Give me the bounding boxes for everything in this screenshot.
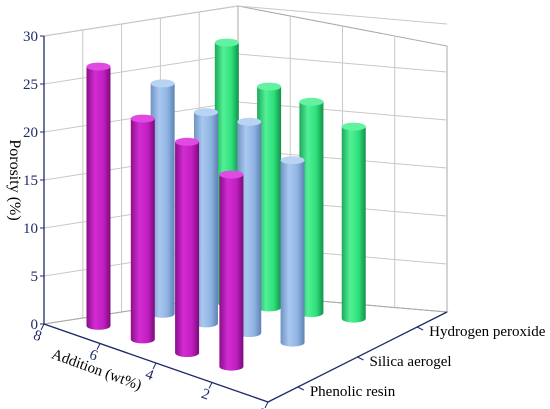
bar-body bbox=[219, 174, 244, 371]
bar-body bbox=[299, 101, 324, 317]
bar-silica-aerogel bbox=[150, 79, 175, 318]
grid-line-y bbox=[43, 53, 239, 85]
x-tick-mark bbox=[96, 343, 101, 350]
bar-top bbox=[219, 170, 244, 179]
z-category-label: Silica aerogel bbox=[370, 354, 452, 370]
x-tick-label: 0 bbox=[255, 405, 268, 409]
bar-top bbox=[341, 122, 366, 131]
z-ticks: Phenolic resin Silica aerogel Hydrogen per… bbox=[297, 324, 546, 400]
bar-phenolic-resin bbox=[219, 170, 244, 371]
bar-top bbox=[193, 108, 218, 117]
bar-top bbox=[86, 62, 111, 71]
bar-body bbox=[150, 83, 175, 318]
y-tick-label: 25 bbox=[23, 77, 38, 93]
bar-top bbox=[150, 79, 175, 88]
z-category-label: Hydrogen peroxide bbox=[429, 324, 546, 340]
y-tick-label: 30 bbox=[23, 29, 38, 45]
z-tick-mark bbox=[357, 356, 364, 361]
grid-line-y bbox=[43, 5, 239, 37]
x-tick-label: 2 bbox=[199, 386, 212, 404]
bar-phenolic-resin bbox=[175, 137, 200, 357]
x-tick-mark bbox=[152, 362, 157, 370]
y-tick-label: 15 bbox=[23, 173, 38, 189]
x-tick-label: 4 bbox=[143, 366, 156, 384]
bar-top bbox=[214, 38, 239, 47]
z-category-label: Phenolic resin bbox=[310, 384, 396, 400]
bar-top bbox=[257, 82, 282, 91]
bar-hydrogen-peroxide bbox=[257, 82, 282, 312]
bar-body bbox=[130, 118, 155, 344]
x-tick-mark bbox=[208, 382, 213, 389]
bar-hydrogen-peroxide bbox=[299, 97, 324, 317]
bar-silica-aerogel bbox=[280, 156, 305, 347]
bar-body bbox=[341, 126, 366, 323]
x-tick-mark bbox=[264, 401, 269, 409]
bar-top bbox=[280, 156, 305, 165]
y-axis-label: Porosity (%) bbox=[6, 139, 23, 220]
bar-body bbox=[280, 160, 305, 347]
y-ticks: 0 5 10 15 20 25 30 bbox=[23, 29, 44, 333]
bar-top bbox=[299, 97, 324, 106]
y-tick-label: 5 bbox=[31, 269, 39, 285]
x-tick-mark bbox=[40, 323, 45, 331]
bar-top bbox=[130, 114, 155, 123]
bar-top bbox=[175, 137, 200, 146]
bar-phenolic-resin bbox=[130, 114, 155, 344]
bar-silica-aerogel bbox=[193, 108, 218, 328]
z-tick-mark bbox=[416, 326, 424, 331]
bar-phenolic-resin bbox=[86, 62, 111, 330]
bar-body bbox=[86, 66, 111, 330]
bars bbox=[86, 38, 366, 371]
z-tick-mark bbox=[297, 386, 305, 391]
y-tick-label: 10 bbox=[23, 221, 38, 237]
bar-top bbox=[237, 117, 262, 126]
bar-body bbox=[193, 112, 218, 328]
bar-body bbox=[257, 86, 282, 312]
y-tick-label: 20 bbox=[23, 125, 38, 141]
bar-body bbox=[175, 141, 200, 357]
grid-line-y bbox=[237, 5, 448, 25]
bar-hydrogen-peroxide bbox=[341, 122, 366, 323]
y-tick-label: 0 bbox=[31, 317, 39, 333]
